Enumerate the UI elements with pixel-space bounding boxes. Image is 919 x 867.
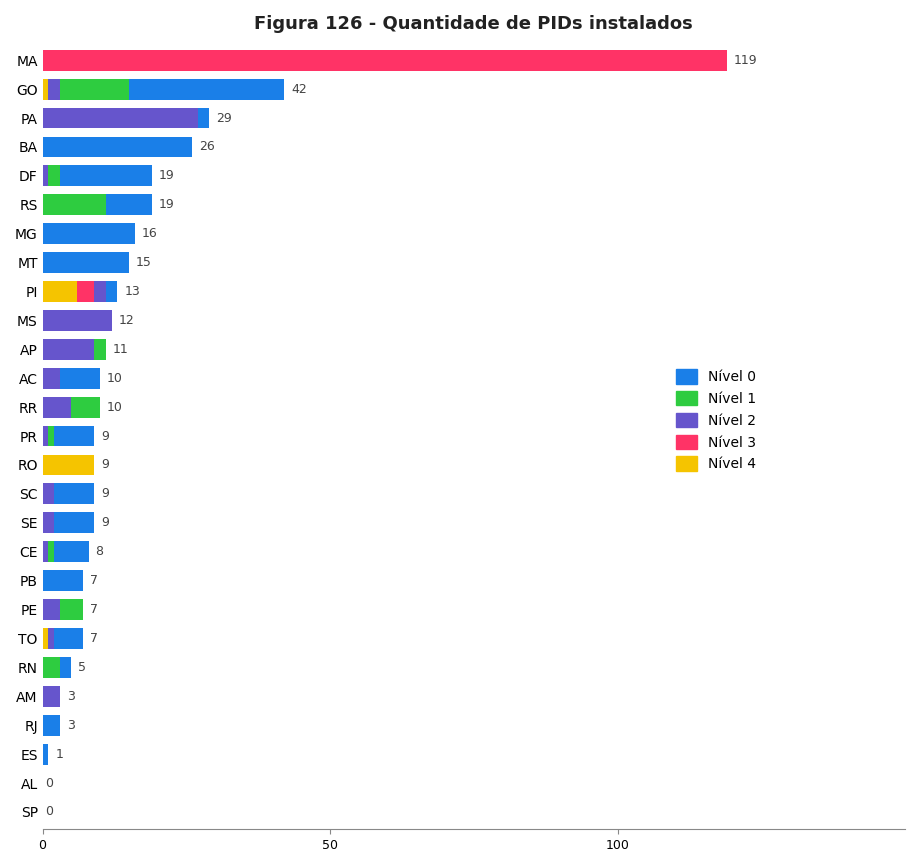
Bar (42, 454, 95, 475)
Bar (42, 541, 49, 562)
Bar (54, 512, 95, 533)
Bar (42, 49, 726, 70)
Bar (42, 194, 106, 215)
Bar (42, 512, 54, 533)
Bar (95, 281, 106, 302)
Bar (42, 657, 60, 678)
Text: 9: 9 (101, 487, 109, 500)
Bar (60, 657, 72, 678)
Text: 7: 7 (90, 574, 97, 587)
Bar (49, 166, 60, 186)
Text: 19: 19 (159, 199, 175, 212)
Text: 16: 16 (142, 227, 157, 240)
Text: 13: 13 (124, 285, 140, 298)
Text: 7: 7 (90, 632, 97, 645)
Text: 8: 8 (96, 545, 104, 558)
Bar (95, 339, 106, 360)
Text: 5: 5 (78, 661, 86, 674)
Bar (49, 426, 54, 447)
Text: 3: 3 (67, 690, 74, 703)
Text: 12: 12 (119, 314, 134, 327)
Text: 29: 29 (216, 112, 232, 125)
Text: 9: 9 (101, 517, 109, 530)
Bar (42, 224, 134, 244)
Bar (42, 281, 77, 302)
Bar (60, 79, 129, 100)
Text: 3: 3 (67, 719, 74, 732)
Bar (42, 108, 198, 128)
Bar (42, 426, 49, 447)
Text: 0: 0 (45, 777, 53, 790)
Bar (42, 628, 49, 649)
Bar (54, 426, 95, 447)
Bar (54, 628, 83, 649)
Text: 42: 42 (290, 82, 306, 95)
Bar (60, 599, 83, 620)
Bar (42, 166, 49, 186)
Bar (106, 194, 152, 215)
Text: 1: 1 (55, 747, 63, 760)
Bar (77, 281, 95, 302)
Bar (42, 252, 129, 273)
Bar (42, 310, 111, 331)
Text: 9: 9 (101, 459, 109, 472)
Bar (129, 79, 284, 100)
Text: 19: 19 (159, 169, 175, 182)
Bar (42, 714, 60, 735)
Bar (42, 79, 49, 100)
Bar (106, 281, 118, 302)
Bar (60, 166, 152, 186)
Legend: Nível 0, Nível 1, Nível 2, Nível 3, Nível 4: Nível 0, Nível 1, Nível 2, Nível 3, Níve… (670, 364, 761, 477)
Text: 0: 0 (45, 805, 53, 818)
Bar (42, 570, 83, 591)
Bar (42, 744, 49, 765)
Bar (42, 137, 192, 158)
Bar (49, 79, 60, 100)
Bar (42, 686, 60, 707)
Text: 11: 11 (113, 342, 129, 355)
Text: 9: 9 (101, 429, 109, 442)
Bar (42, 599, 60, 620)
Text: 26: 26 (199, 140, 214, 153)
Bar (72, 397, 100, 418)
Text: 10: 10 (107, 372, 123, 385)
Text: 15: 15 (136, 256, 152, 269)
Bar (49, 628, 54, 649)
Text: 7: 7 (90, 603, 97, 616)
Bar (54, 484, 95, 505)
Bar (42, 339, 95, 360)
Bar (49, 541, 54, 562)
Text: 119: 119 (732, 54, 756, 67)
Bar (42, 484, 54, 505)
Title: Figura 126 - Quantidade de PIDs instalados: Figura 126 - Quantidade de PIDs instalad… (255, 15, 692, 33)
Bar (54, 541, 88, 562)
Bar (60, 368, 100, 388)
Bar (42, 397, 72, 418)
Bar (42, 368, 60, 388)
Bar (198, 108, 210, 128)
Text: 10: 10 (107, 401, 123, 414)
